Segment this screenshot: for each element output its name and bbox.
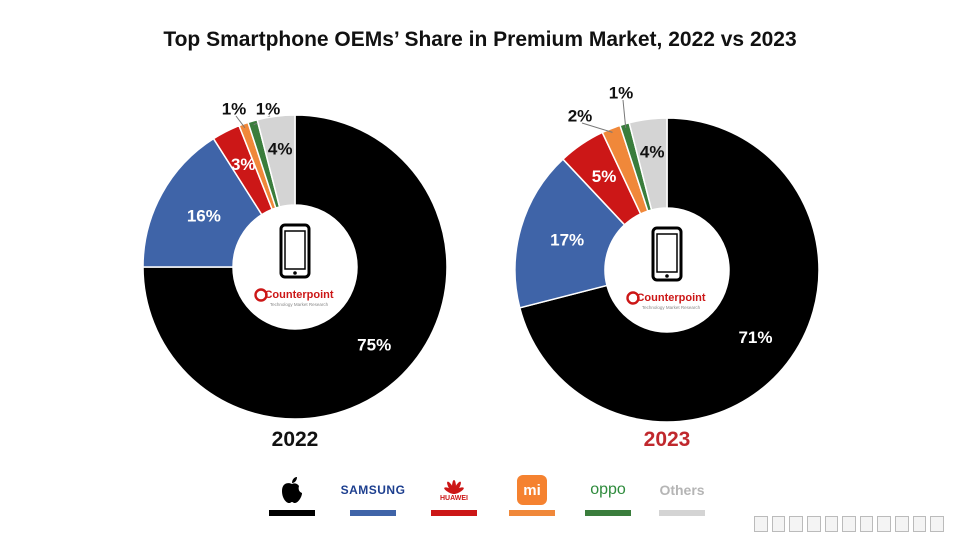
legend-huawei: HUAWEI (424, 474, 484, 520)
legend-apple (262, 474, 322, 520)
counterpoint-icon (254, 288, 268, 302)
label-oppo-2022: 1% (256, 99, 281, 118)
label-huawei-2022: 3% (231, 155, 256, 174)
slice-others-2022 (256, 114, 296, 208)
legend-xiaomi: mi (502, 474, 562, 520)
oppo-logo: oppo (590, 481, 626, 498)
counterpoint-brand: Counterpoint (636, 292, 705, 304)
label-apple-2023: 71% (738, 328, 772, 347)
slice-apple-2023 (518, 117, 820, 423)
samsung-logo: SAMSUNG (340, 483, 406, 497)
label-samsung-2023: 17% (550, 230, 584, 249)
legend-swatch-samsung (350, 510, 396, 516)
slice-samsung-2022 (142, 137, 263, 268)
legend: SAMSUNG HUAWEI mi (262, 474, 722, 524)
huawei-logo: HUAWEI (440, 495, 468, 502)
counterpoint-tagline: Technology Market Research (270, 302, 329, 307)
label-oppo-2023: 1% (609, 83, 634, 102)
year-label-2023: 2023 (644, 428, 691, 451)
legend-swatch-xiaomi (509, 510, 555, 516)
label-huawei-2023: 5% (592, 167, 617, 186)
legend-swatch-apple (269, 510, 315, 516)
xiaomi-icon: mi (517, 475, 547, 505)
label-xiaomi-2023: 2% (568, 106, 593, 125)
chart-title: Top Smartphone OEMs’ Share in Premium Ma… (163, 28, 797, 51)
label-apple-2022: 75% (357, 336, 391, 355)
year-label-2022: 2022 (272, 428, 319, 451)
huawei-icon (444, 480, 464, 494)
watermark (754, 513, 945, 535)
counterpoint-brand: Counterpoint (264, 289, 333, 301)
xiaomi-logo: mi (523, 481, 541, 499)
others-label: Others (659, 482, 705, 498)
legend-oppo: oppo (578, 474, 638, 520)
legend-swatch-huawei (431, 510, 477, 516)
leader-xiaomi-2023 (581, 122, 613, 133)
slice-apple-2022 (142, 114, 448, 420)
label-others-2022: 4% (268, 139, 293, 158)
smartphone-icon (651, 226, 683, 282)
legend-samsung: SAMSUNG (338, 474, 408, 520)
counterpoint-tagline: Technology Market Research (642, 305, 701, 310)
smartphone-icon (279, 223, 311, 279)
label-others-2023: 4% (640, 142, 665, 161)
apple-icon (262, 476, 322, 504)
leader-xiaomi-2022 (235, 115, 246, 129)
legend-others: Others (652, 474, 712, 520)
slice-others-2023 (628, 117, 668, 211)
legend-swatch-others (659, 510, 705, 516)
label-xiaomi-2022: 1% (222, 99, 247, 118)
counterpoint-icon (626, 291, 640, 305)
label-samsung-2022: 16% (187, 206, 221, 225)
legend-swatch-oppo (585, 510, 631, 516)
leader-oppo-2023 (622, 99, 627, 128)
